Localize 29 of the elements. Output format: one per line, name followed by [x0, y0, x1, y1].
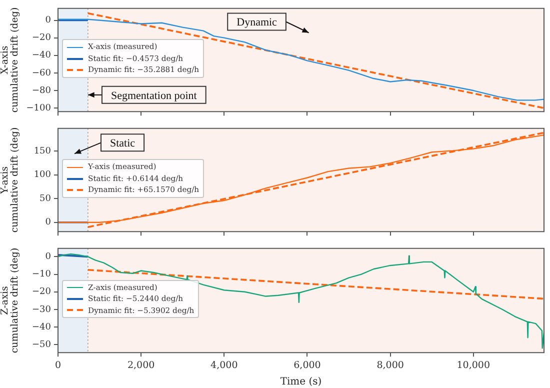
x-tick-label: 8,000 — [376, 360, 404, 371]
y-axis-title: Z-axis cumulative drift (deg) — [0, 248, 20, 354]
annotation: Static — [110, 138, 136, 150]
y-tick-label: −40 — [32, 322, 52, 332]
y-tick-label: −10 — [32, 270, 52, 280]
y-tick-label: −30 — [32, 304, 52, 315]
y-tick-label: 0 — [45, 252, 52, 262]
y-tick-label: −80 — [32, 86, 52, 96]
y-tick-label: 0 — [45, 218, 52, 228]
y-tick-label: −40 — [32, 50, 52, 61]
y-tick-label: −60 — [32, 68, 52, 78]
y-axis-title: Y-axis cumulative drift (deg) — [0, 127, 20, 233]
x-axis-title: Time (s) — [280, 376, 322, 388]
y-axis-title: X-axis cumulative drift (deg) — [0, 7, 20, 113]
y-tick-label: −100 — [26, 103, 52, 114]
y-tick-label: −20 — [32, 33, 52, 44]
y-tick-label: 0 — [45, 16, 52, 26]
y-tick-label: 150 — [34, 146, 52, 157]
y-tick-label: 50 — [40, 194, 52, 204]
annotation: Segmentation point — [110, 90, 197, 102]
x-tick-label: 2,000 — [127, 360, 155, 371]
x-tick-label: 10,000 — [456, 360, 490, 371]
y-tick-label: −50 — [32, 340, 52, 350]
annotation: Dynamic — [236, 16, 278, 29]
x-tick-label: 6,000 — [294, 360, 321, 371]
y-tick-label: 100 — [34, 170, 52, 180]
x-tick-label: 0 — [54, 360, 62, 371]
x-tick-label: 4,000 — [210, 360, 238, 371]
y-tick-label: −20 — [32, 287, 52, 298]
